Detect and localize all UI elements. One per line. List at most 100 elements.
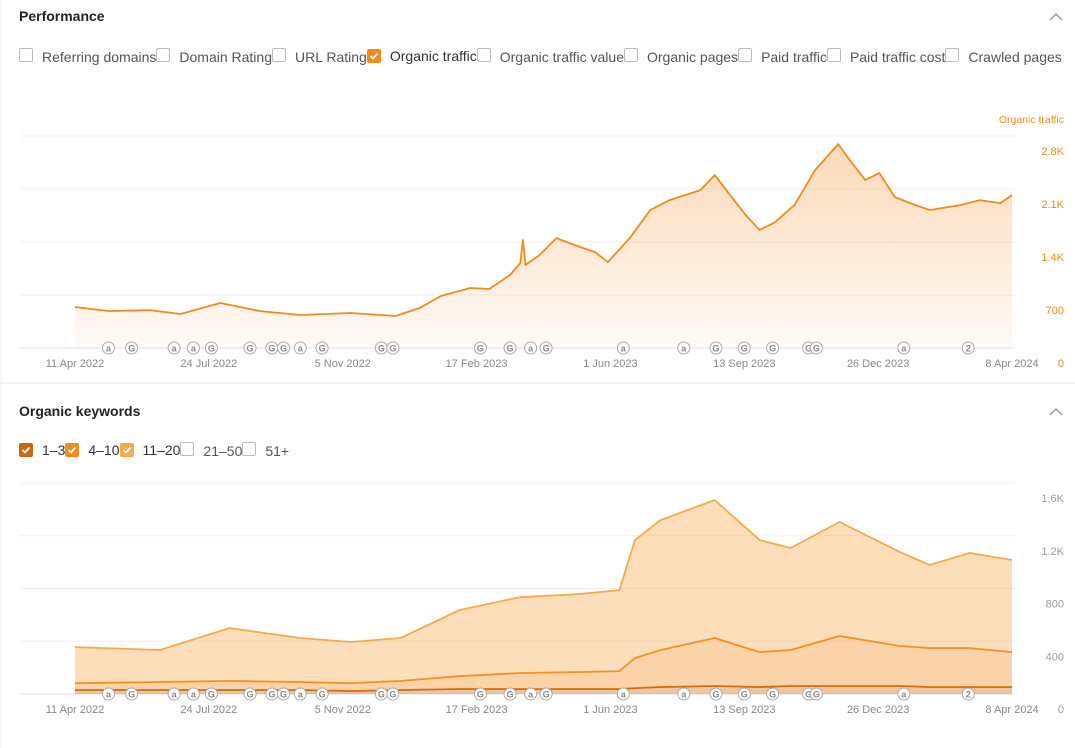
annotation-label: G	[805, 344, 812, 354]
annotation-label: G	[280, 344, 287, 354]
section-title: Organic keywords	[19, 403, 141, 419]
checkbox[interactable]	[65, 443, 80, 457]
series-line	[74, 499, 1013, 651]
checkbox[interactable]	[272, 48, 286, 62]
checkbox-option[interactable]: Organic traffic value	[476, 48, 624, 65]
stacked-area	[75, 636, 1012, 691]
checkbox-label[interactable]: 11–20	[142, 442, 181, 458]
annotation-label: a	[528, 690, 534, 700]
checkbox-label[interactable]: 4–10	[88, 442, 120, 458]
annotation-marker	[315, 687, 329, 701]
x-tick-label: 11 Apr 2022	[46, 358, 105, 370]
checkbox[interactable]	[945, 48, 960, 62]
checkbox-label[interactable]: Organic traffic	[389, 48, 477, 64]
check-mark	[21, 446, 31, 454]
checkbox-option[interactable]: URL Rating	[272, 48, 367, 65]
x-tick-label: 13 Sep 2023	[713, 358, 775, 370]
checkbox[interactable]	[366, 49, 381, 63]
checkbox[interactable]	[119, 443, 134, 457]
checkbox-option[interactable]: 1–3	[19, 442, 65, 459]
area-fill	[75, 144, 1012, 348]
checkbox-option[interactable]: Organic traffic	[366, 48, 477, 65]
annotation-label: a	[901, 344, 907, 354]
checkbox-option[interactable]: 51+	[242, 442, 289, 459]
annotation-label: G	[507, 344, 514, 354]
annotation-marker	[503, 687, 517, 701]
checkbox-option[interactable]: Organic pages	[624, 48, 738, 65]
checkbox[interactable]	[624, 48, 638, 62]
annotation-label: G	[247, 690, 254, 700]
y-tick-label: 2.1K	[1041, 199, 1064, 211]
checkbox[interactable]	[19, 443, 33, 457]
annotation-label: G	[477, 344, 484, 354]
checkbox-label[interactable]: Domain Rating	[179, 49, 272, 65]
checkbox[interactable]	[476, 48, 491, 62]
checkbox-label[interactable]: Crawled pages	[968, 49, 1062, 65]
annotation-marker	[677, 341, 691, 355]
annotation-marker	[709, 687, 723, 701]
x-tick-label: 24 Jul 2022	[180, 358, 237, 370]
checkbox[interactable]	[242, 442, 257, 456]
checkbox-option[interactable]: 4–10	[65, 442, 120, 459]
annotation-label: a	[681, 344, 687, 354]
annotation-marker	[616, 687, 630, 701]
annotation-marker	[243, 687, 257, 701]
checkbox-label[interactable]: Paid traffic cost	[849, 49, 946, 65]
checkbox-label[interactable]: URL Rating	[295, 49, 367, 65]
checkbox-option[interactable]: Domain Rating	[156, 48, 272, 65]
annotation-marker	[961, 687, 975, 701]
checkbox-option[interactable]: Paid traffic	[738, 48, 827, 65]
checkbox-label[interactable]: 51+	[265, 443, 290, 459]
annotation-label: a	[621, 344, 627, 354]
x-tick-label: 17 Feb 2023	[446, 704, 508, 716]
checkbox[interactable]	[826, 48, 841, 62]
checkbox-option[interactable]: Paid traffic cost	[826, 48, 946, 65]
checkbox-option[interactable]: 11–20	[119, 442, 181, 459]
checkbox-label[interactable]: 1–3	[42, 442, 66, 458]
annotation-marker	[277, 687, 291, 701]
checkbox[interactable]	[19, 48, 33, 62]
annotation-label: a	[106, 690, 112, 700]
x-tick-label: 26 Dec 2023	[847, 358, 909, 370]
checkbox-option[interactable]: Crawled pages	[945, 48, 1062, 65]
annotation-marker	[809, 341, 823, 355]
annotation-label: G	[543, 690, 550, 700]
annotation-marker	[677, 687, 691, 701]
x-tick-label: 26 Dec 2023	[847, 704, 909, 716]
annotation-label: G	[507, 690, 514, 700]
annotation-label: G	[208, 344, 215, 354]
annotation-label: G	[769, 690, 776, 700]
annotation-label: a	[172, 344, 178, 354]
annotation-marker	[897, 687, 911, 701]
annotation-marker	[524, 341, 538, 355]
annotation-label: G	[389, 690, 396, 700]
y-tick-label: 1.4K	[1041, 252, 1064, 264]
checkbox[interactable]	[180, 442, 195, 456]
annotation-label: G	[128, 690, 135, 700]
annotation-marker	[503, 341, 517, 355]
collapse-icon[interactable]	[1049, 12, 1063, 21]
annotation-label: G	[280, 690, 287, 700]
section-title: Performance	[19, 8, 105, 24]
checkbox-label[interactable]: Organic pages	[647, 49, 739, 65]
checkbox-label[interactable]: Organic traffic value	[499, 49, 624, 65]
checkbox-label[interactable]: Paid traffic	[761, 49, 827, 65]
checkbox[interactable]	[738, 48, 753, 62]
annotation-marker	[101, 687, 115, 701]
checkbox-option[interactable]: 21–50	[180, 442, 242, 459]
checkbox-label[interactable]: 21–50	[203, 443, 243, 459]
annotation-label: G	[813, 344, 820, 354]
annotation-marker	[766, 341, 780, 355]
checkbox[interactable]	[156, 48, 171, 62]
checkbox-option[interactable]: Referring domains	[19, 48, 156, 65]
checkbox-label[interactable]: Referring domains	[42, 49, 157, 65]
annotation-marker	[204, 341, 218, 355]
stacked-area	[75, 500, 1012, 684]
annotation-marker	[539, 687, 553, 701]
x-tick-label: 1 Jun 2023	[583, 704, 637, 716]
series-line	[74, 143, 1013, 317]
x-tick-label: 13 Sep 2023	[713, 704, 775, 716]
collapse-icon[interactable]	[1049, 407, 1063, 416]
check-path	[21, 446, 31, 454]
